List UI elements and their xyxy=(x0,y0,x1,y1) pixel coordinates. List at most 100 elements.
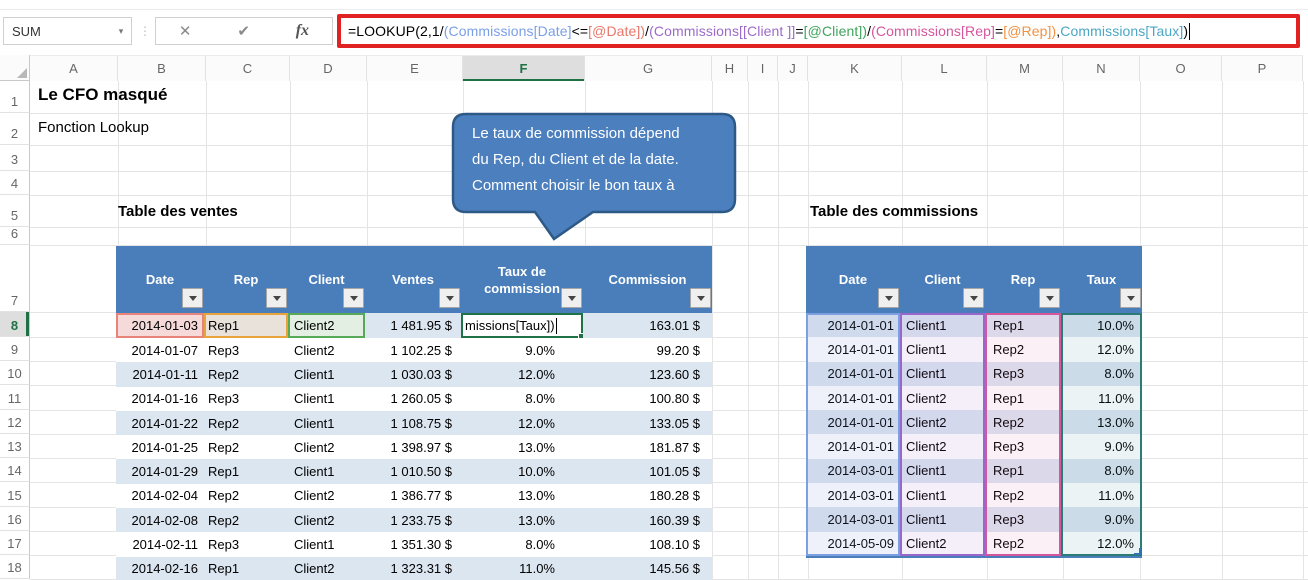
column-header[interactable]: G xyxy=(585,56,712,82)
cell-client[interactable]: Client2 xyxy=(294,488,335,504)
filter-button[interactable] xyxy=(1039,288,1060,308)
cell-commission[interactable]: 123.60 $ xyxy=(649,366,700,382)
cell-ventes[interactable]: 1 351.30 $ xyxy=(390,537,452,553)
cell-commission[interactable]: 163.01 $ xyxy=(649,318,700,333)
row-header[interactable]: 4 xyxy=(0,171,30,195)
cell-ventes[interactable]: 1 102.25 $ xyxy=(390,342,452,358)
cell-rep[interactable]: Rep1 xyxy=(993,390,1025,406)
cell-date[interactable]: 2014-01-01 xyxy=(827,366,895,382)
filter-button[interactable] xyxy=(561,288,582,308)
table-resize-handle[interactable] xyxy=(1134,547,1141,555)
filter-button[interactable] xyxy=(343,288,364,308)
commissions-header-cell[interactable]: Taux xyxy=(1061,246,1142,313)
cell-date[interactable]: 2014-01-25 xyxy=(131,439,199,455)
cell-taux[interactable]: 9.0% xyxy=(1104,512,1134,528)
cell-commission[interactable]: 108.10 $ xyxy=(649,537,700,553)
column-header[interactable]: M xyxy=(987,56,1063,82)
cell-taux[interactable]: 10.0% xyxy=(1097,317,1134,333)
cell-date[interactable]: 2014-02-11 xyxy=(132,537,198,553)
filter-button[interactable] xyxy=(878,288,899,308)
cell-taux[interactable]: 11.0% xyxy=(1098,390,1134,406)
cell-client[interactable]: Client2 xyxy=(906,390,947,406)
cell-ventes[interactable]: 1 260.05 $ xyxy=(390,391,452,407)
cell-date[interactable]: 2014-03-01 xyxy=(827,463,895,479)
cell-taux[interactable]: 13.0% xyxy=(518,439,555,455)
row-header[interactable]: 6 xyxy=(0,226,30,245)
cell-taux[interactable]: 11.0% xyxy=(1098,487,1134,503)
cell-date[interactable]: 2014-02-08 xyxy=(131,512,199,528)
row-header[interactable]: 12 xyxy=(0,410,30,434)
cell-commission[interactable]: 99.20 $ xyxy=(656,342,700,358)
cell-taux[interactable]: 8.0% xyxy=(525,391,555,407)
column-header[interactable]: J xyxy=(778,56,808,82)
filter-button[interactable] xyxy=(1120,288,1141,308)
cell-taux[interactable]: 12.0% xyxy=(518,366,555,382)
column-header[interactable]: O xyxy=(1140,56,1222,82)
column-header[interactable]: I xyxy=(748,56,778,82)
select-all-corner[interactable] xyxy=(0,55,30,81)
cell-date[interactable]: 2014-01-11 xyxy=(132,366,198,382)
cell-client[interactable]: Client2 xyxy=(294,512,335,528)
cell-ventes[interactable]: 1 108.75 $ xyxy=(390,415,452,431)
cell-client[interactable]: Client1 xyxy=(906,487,947,503)
cell-ventes[interactable]: 1 398.97 $ xyxy=(390,439,452,455)
cell-taux[interactable]: 9.0% xyxy=(525,342,555,358)
cell-date[interactable]: 2014-03-01 xyxy=(827,487,895,503)
sales-header-cell[interactable]: Ventes xyxy=(365,246,461,313)
sheet-subtitle-cell[interactable]: Fonction Lookup xyxy=(38,119,149,136)
cell-date[interactable]: 2014-01-22 xyxy=(131,415,199,431)
cell-rep[interactable]: Rep1 xyxy=(208,561,240,577)
row-header[interactable]: 7 xyxy=(0,245,30,312)
row-header[interactable]: 10 xyxy=(0,361,30,385)
fill-handle[interactable] xyxy=(578,333,583,338)
column-header[interactable]: N xyxy=(1063,56,1140,82)
cell-rep[interactable]: Rep1 xyxy=(208,464,240,480)
cell-ventes[interactable]: 1 010.50 $ xyxy=(390,464,452,480)
column-header[interactable]: E xyxy=(367,56,463,82)
cell-date[interactable]: 2014-02-04 xyxy=(131,488,199,504)
cell-date[interactable]: 2014-01-01 xyxy=(827,317,895,333)
row-header[interactable]: 15 xyxy=(0,482,30,507)
filter-button[interactable] xyxy=(182,288,203,308)
formula-input[interactable]: =LOOKUP(2,1/(Commissions[Date]<=[@Date])… xyxy=(348,23,1188,39)
cell-ventes[interactable]: 1 233.75 $ xyxy=(390,512,452,528)
cell-client[interactable]: Client1 xyxy=(294,415,335,431)
cell-rep[interactable]: Rep2 xyxy=(208,512,240,528)
cell-rep[interactable]: Rep2 xyxy=(993,414,1025,430)
cell-rep[interactable]: Rep2 xyxy=(993,487,1025,503)
column-header[interactable]: C xyxy=(206,56,290,82)
cell-rep-highlighted[interactable]: Rep1 xyxy=(204,313,288,338)
cell-taux[interactable]: 8.0% xyxy=(525,537,555,553)
name-box-dropdown-icon[interactable]: ▾ xyxy=(118,25,124,36)
column-header[interactable]: A xyxy=(30,56,118,82)
cell-ventes[interactable]: 1 030.03 $ xyxy=(390,366,452,382)
cell-in-edit-mode[interactable]: missions[Taux]) xyxy=(461,313,583,338)
cell-rep[interactable]: Rep3 xyxy=(993,439,1025,455)
cell-taux[interactable]: 12.0% xyxy=(1097,536,1134,552)
row-header[interactable]: 13 xyxy=(0,434,30,458)
cell-taux[interactable]: 12.0% xyxy=(518,415,555,431)
cell-client[interactable]: Client2 xyxy=(294,342,335,358)
cell-taux[interactable]: 10.0% xyxy=(518,464,555,480)
cell-rep[interactable]: Rep3 xyxy=(208,537,240,553)
cell-rep[interactable]: Rep1 xyxy=(993,463,1025,479)
row-header[interactable]: 18 xyxy=(0,555,30,579)
cell-date[interactable]: 2014-01-01 xyxy=(827,414,895,430)
column-header[interactable]: L xyxy=(902,56,987,82)
sheet-title-cell[interactable]: Le CFO masqué xyxy=(38,85,168,104)
cell-commission[interactable]: 145.56 $ xyxy=(649,561,700,577)
sales-header-cell[interactable]: Client xyxy=(288,246,365,313)
cell-commission[interactable]: 181.87 $ xyxy=(649,439,700,455)
row-header[interactable]: 16 xyxy=(0,507,30,531)
cell-taux[interactable]: 11.0% xyxy=(519,561,555,577)
commissions-table-title[interactable]: Table des commissions xyxy=(810,203,979,220)
cell-taux[interactable]: 13.0% xyxy=(518,488,555,504)
column-header[interactable]: B xyxy=(118,56,206,82)
cell-date-highlighted[interactable]: 2014-01-03 xyxy=(116,313,204,338)
row-header[interactable]: 5 xyxy=(0,195,30,227)
row-header[interactable]: 8 xyxy=(0,312,30,337)
cell-date[interactable]: 2014-01-07 xyxy=(131,342,199,358)
cell-client[interactable]: Client1 xyxy=(906,512,947,528)
cell-rep[interactable]: Rep3 xyxy=(208,342,240,358)
column-header[interactable]: F xyxy=(463,56,585,82)
